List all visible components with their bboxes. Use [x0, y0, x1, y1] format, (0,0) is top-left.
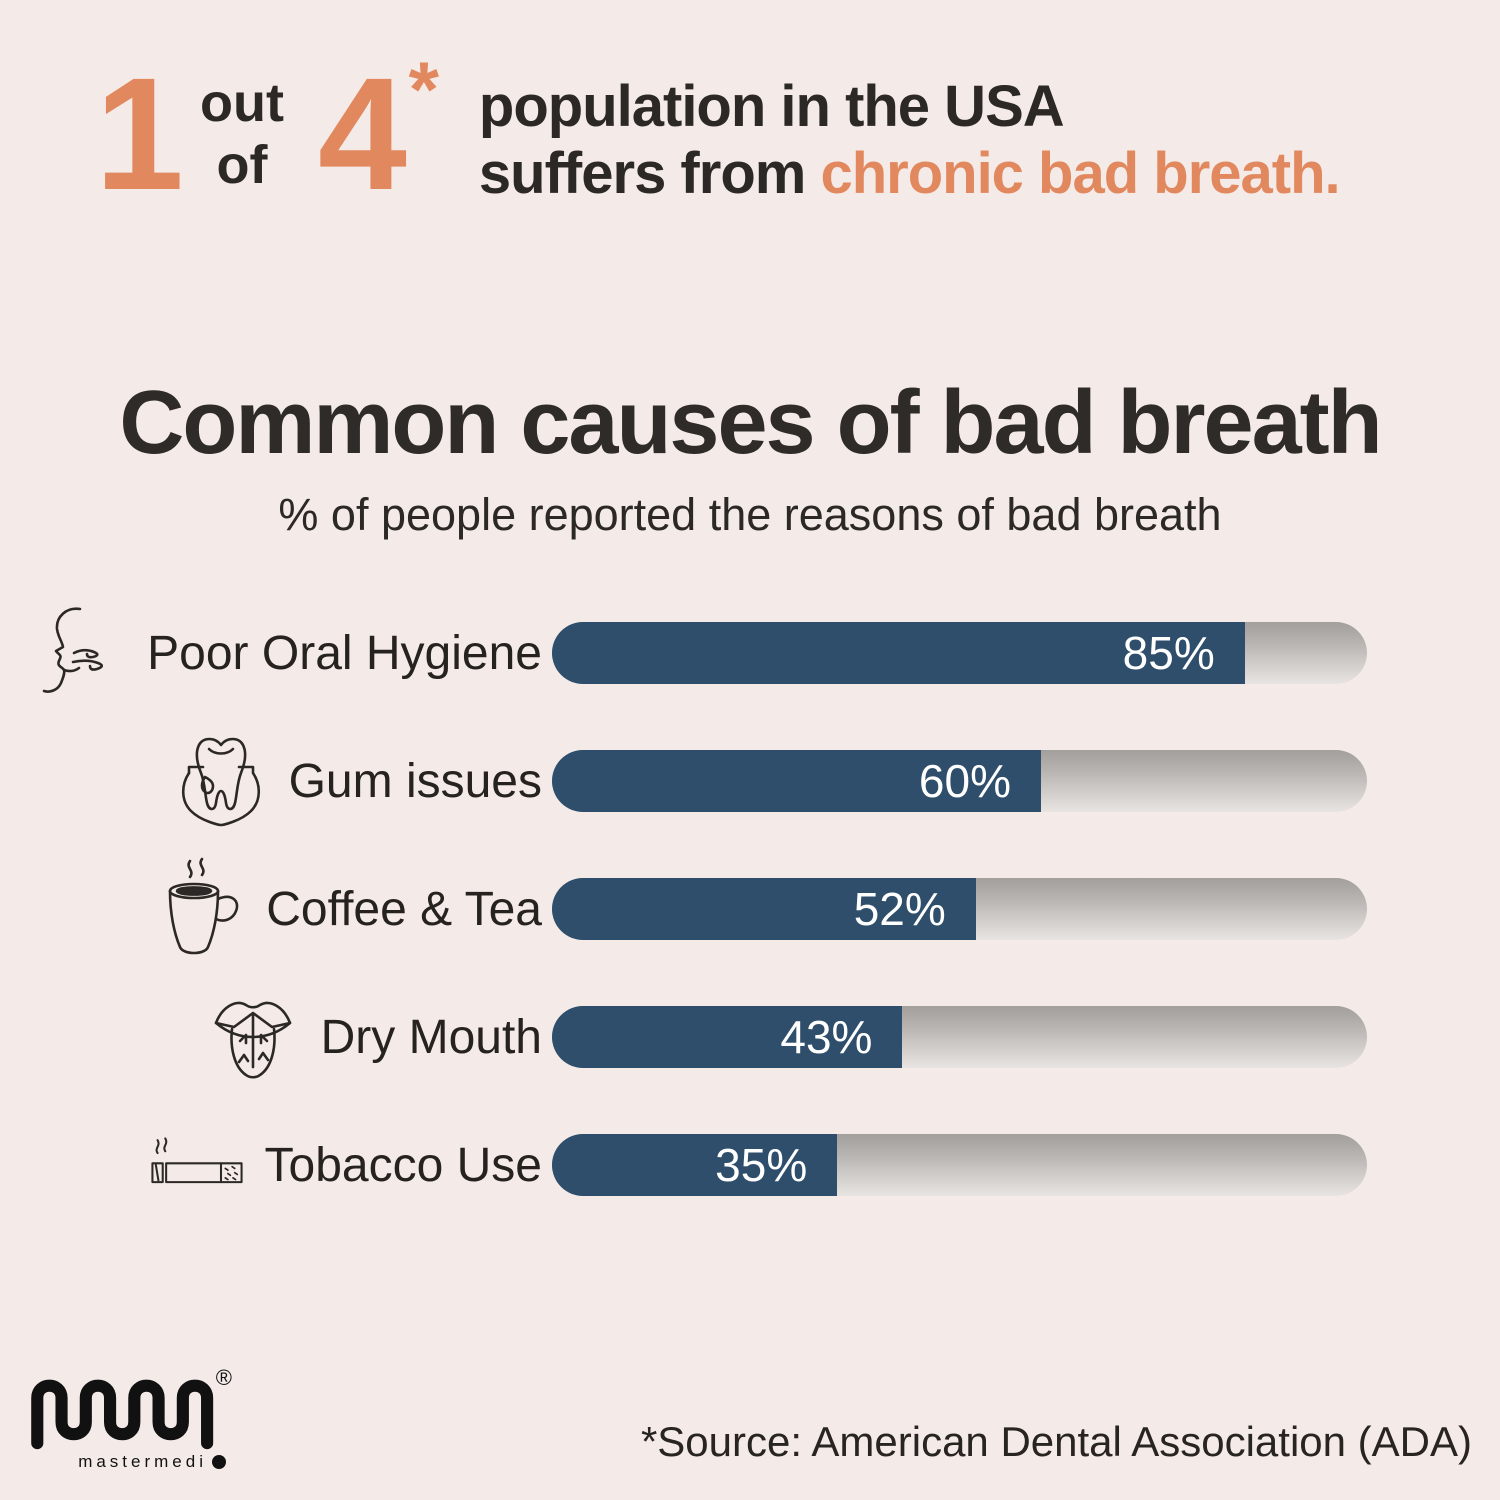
bar-value-label: 85%: [1122, 627, 1215, 679]
row-left: Poor Oral Hygiene: [30, 601, 552, 705]
chart-row: Poor Oral Hygiene 85%: [30, 589, 1367, 717]
row-left: Tobacco Use: [30, 1113, 552, 1217]
chart-rows: Poor Oral Hygiene 85% Gum issues 60% Coffe…: [0, 589, 1500, 1229]
bar-value-label: 43%: [780, 1011, 873, 1063]
bar-value-label: 60%: [918, 755, 1011, 807]
footnote-asterisk: *: [408, 45, 439, 133]
bar-category-label: Coffee & Tea: [266, 882, 542, 936]
cigarette-icon: [149, 1113, 245, 1217]
bar-category-label: Poor Oral Hygiene: [147, 626, 542, 680]
hero-line2: suffers from chronic bad breath.: [478, 140, 1341, 208]
chart-row: Gum issues 60%: [30, 717, 1367, 845]
of-label: of: [216, 135, 268, 196]
bar-value-label: 35%: [715, 1139, 808, 1191]
bar-fill: 35%: [552, 1134, 838, 1196]
chart-row: Tobacco Use 35%: [30, 1101, 1367, 1229]
bar-track: 52%: [552, 878, 1367, 940]
stat-numerator: 1: [95, 44, 184, 223]
row-left: Gum issues: [30, 729, 552, 833]
hero-line2-prefix: suffers from: [478, 140, 806, 206]
hero-line1: population in the USA: [478, 74, 1065, 139]
logo-squiggle-icon: [31, 1379, 214, 1450]
logo-text: mastermedi: [78, 1452, 207, 1471]
logo-exclamation-dot-icon: [212, 1455, 226, 1469]
coffee-cup-icon: [150, 857, 246, 961]
exhaling-face-icon: [31, 601, 127, 705]
bar-fill: 60%: [552, 750, 1041, 812]
chart-row: Coffee & Tea 52%: [30, 845, 1367, 973]
hero-statistic: 1 out of 4 * population in the USA suffe…: [95, 44, 1341, 223]
bar-track: 43%: [552, 1006, 1367, 1068]
bar-category-label: Tobacco Use: [264, 1138, 542, 1192]
bar-fill: 85%: [552, 622, 1245, 684]
out-of-label: out of: [200, 72, 284, 196]
source-attribution: *Source: American Dental Association (AD…: [640, 1418, 1472, 1465]
bar-category-label: Dry Mouth: [320, 1010, 542, 1064]
bar-fill: 43%: [552, 1006, 903, 1068]
dry-mouth-tongue-icon: [205, 985, 301, 1089]
bar-fill: 52%: [552, 878, 976, 940]
bar-chart: Common causes of bad breath % of people …: [0, 372, 1500, 1229]
stat-denominator: 4: [317, 44, 407, 223]
bar-value-label: 52%: [853, 883, 946, 935]
row-left: Coffee & Tea: [30, 857, 552, 961]
chart-title: Common causes of bad breath: [119, 373, 1382, 473]
logo-mark-wrap: ®: [30, 1365, 232, 1458]
mastermedi-logo: ® mastermedi: [30, 1365, 260, 1472]
registered-trademark-icon: ®: [215, 1365, 232, 1390]
row-left: Dry Mouth: [30, 985, 552, 1089]
bar-track: 85%: [552, 622, 1367, 684]
bar-category-label: Gum issues: [288, 754, 542, 808]
bar-track: 60%: [552, 750, 1367, 812]
stat-denominator-wrap: 4 *: [317, 44, 439, 223]
bar-track: 35%: [552, 1134, 1367, 1196]
logo-text-row: mastermedi: [30, 1452, 226, 1472]
chart-row: Dry Mouth 43%: [30, 973, 1367, 1101]
tooth-gums-icon: [173, 729, 269, 833]
hero-text: population in the USA suffers from chron…: [478, 74, 1341, 208]
out-label: out: [199, 73, 284, 133]
chart-subtitle: % of people reported the reasons of bad …: [278, 489, 1222, 540]
hero-line2-highlight: chronic bad breath.: [820, 140, 1340, 206]
